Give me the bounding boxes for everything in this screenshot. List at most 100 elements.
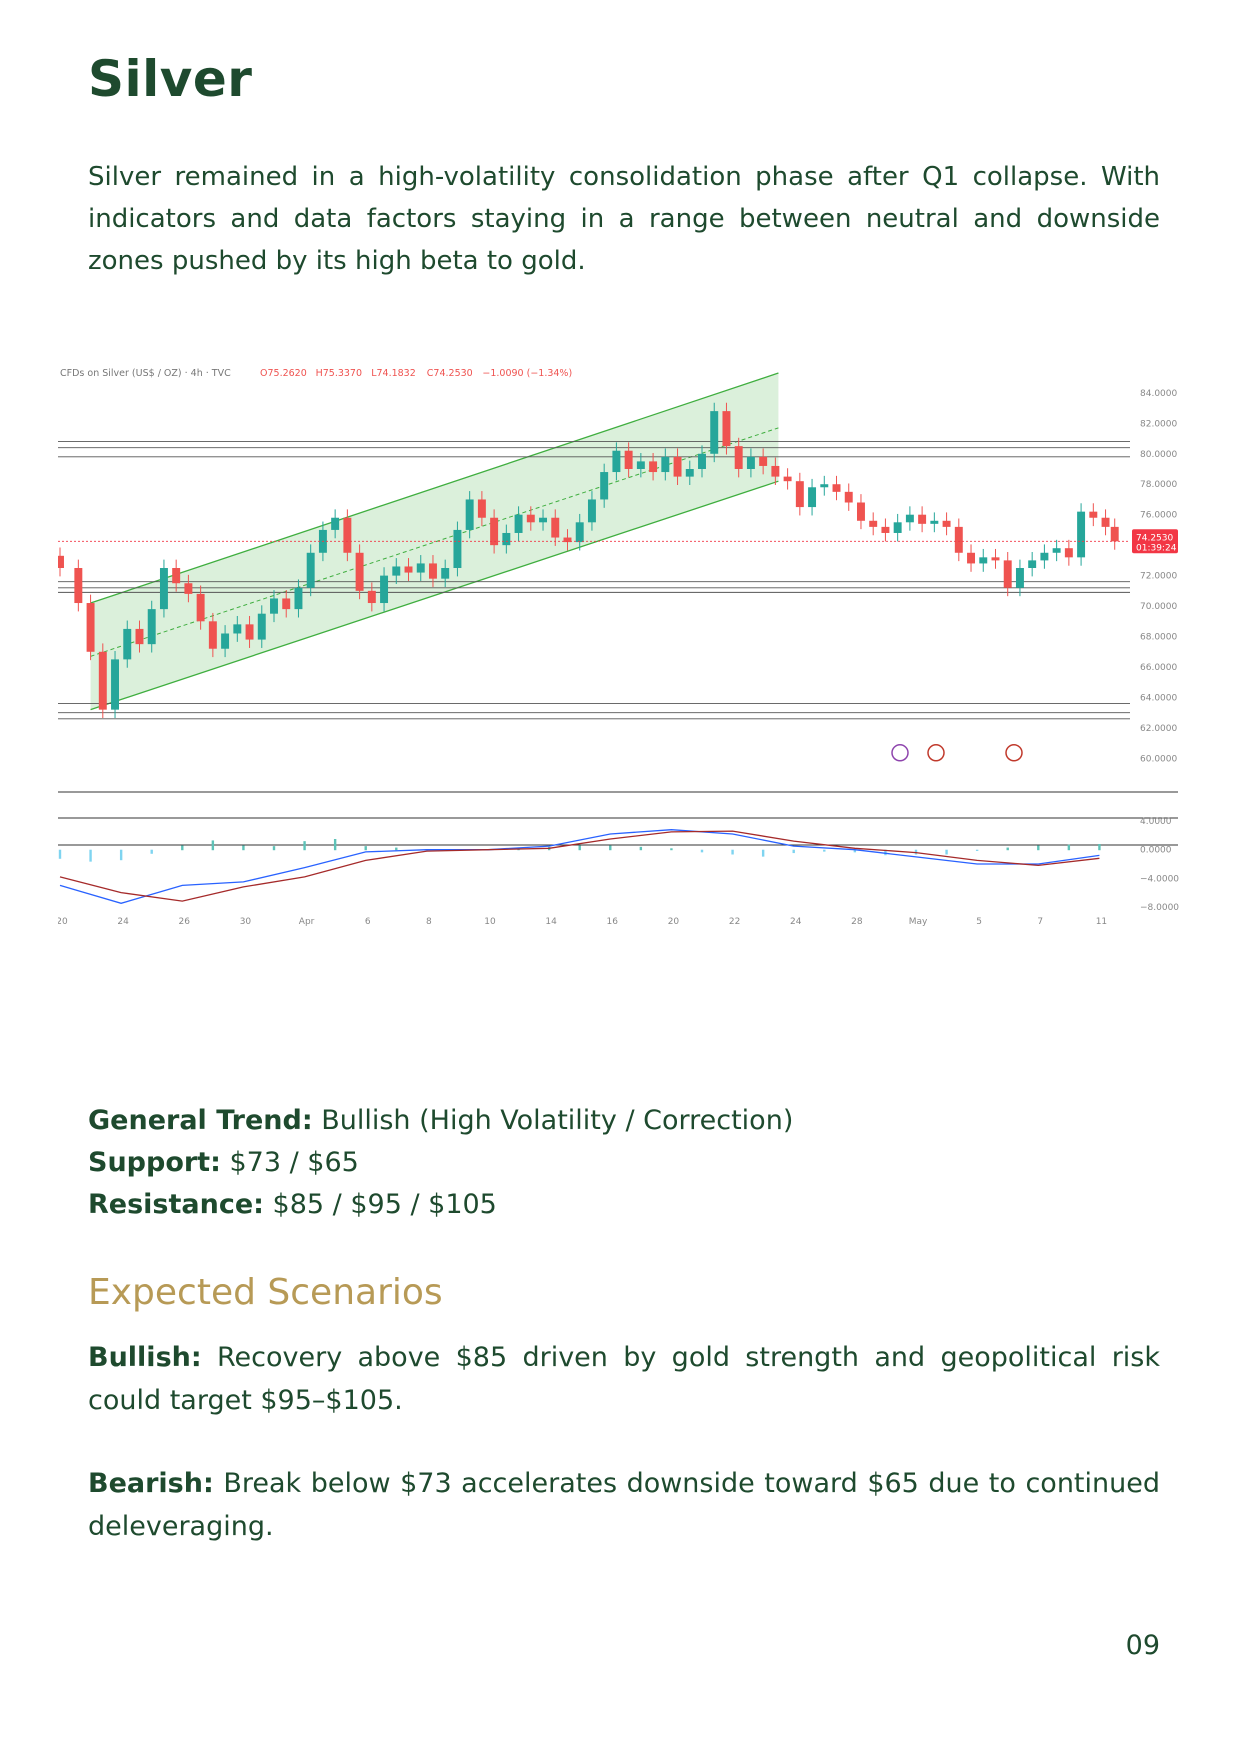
x-axis-label: 11 bbox=[1096, 917, 1107, 927]
candle-body bbox=[795, 481, 804, 508]
x-axis-label: 24 bbox=[790, 917, 802, 927]
event-icon bbox=[891, 744, 909, 762]
candle-body bbox=[367, 590, 376, 604]
macd-histogram-bar bbox=[945, 849, 948, 855]
candle-body bbox=[808, 487, 817, 508]
candle-body bbox=[612, 450, 621, 473]
x-axis-label: 26 bbox=[179, 917, 191, 927]
last-price-label: 74.2530 bbox=[1136, 533, 1173, 543]
candle-body bbox=[184, 583, 193, 594]
macd-histogram-bar bbox=[1037, 845, 1040, 851]
candle-body bbox=[147, 609, 156, 645]
channel-upper-line bbox=[90, 372, 779, 604]
candle-body bbox=[208, 621, 217, 649]
candle-body bbox=[74, 568, 83, 604]
macd-histogram-bar bbox=[823, 849, 826, 852]
x-axis-label: 20 bbox=[668, 917, 680, 927]
chart-header-value: H75.3370 bbox=[316, 368, 362, 379]
candle-body bbox=[270, 598, 278, 614]
candle-body bbox=[624, 450, 633, 469]
macd-histogram-bar bbox=[1067, 844, 1071, 851]
macd-histogram-bar bbox=[364, 846, 367, 851]
candle-body bbox=[1110, 526, 1119, 542]
macd-histogram-bar bbox=[731, 849, 734, 855]
candle-body bbox=[563, 537, 572, 543]
candle-body bbox=[86, 603, 95, 652]
macd-axis-label: 4.0000 bbox=[1140, 817, 1172, 827]
macd-histogram-bar bbox=[89, 849, 92, 862]
candle-body bbox=[942, 520, 951, 527]
chart-header-value: C74.2530 bbox=[427, 368, 473, 379]
candle-body bbox=[1089, 511, 1098, 518]
macd-histogram-bar bbox=[303, 841, 306, 851]
price-axis-label: 76.0000 bbox=[1140, 511, 1177, 521]
candle-body bbox=[979, 557, 988, 564]
candle-body bbox=[416, 563, 425, 573]
candle-body bbox=[453, 529, 462, 568]
candle-body bbox=[526, 514, 535, 523]
candle-body bbox=[514, 514, 523, 533]
candle-body bbox=[587, 499, 596, 523]
x-axis-label: 8 bbox=[426, 917, 432, 927]
candle-body bbox=[991, 557, 1000, 561]
x-axis-label: 5 bbox=[976, 917, 982, 927]
candle-body bbox=[233, 624, 242, 634]
candle-body bbox=[820, 484, 829, 488]
macd-histogram-bar bbox=[242, 845, 245, 851]
macd-histogram-bar bbox=[58, 849, 62, 859]
candle-body bbox=[783, 476, 792, 482]
candle-body bbox=[710, 411, 719, 454]
candle-body bbox=[759, 456, 768, 466]
candle-body bbox=[685, 469, 694, 477]
macd-axis-label: −4.0000 bbox=[1140, 874, 1179, 884]
macd-histogram-bar bbox=[1006, 847, 1009, 851]
x-axis-label: 24 bbox=[117, 917, 129, 927]
candle-body bbox=[465, 499, 474, 530]
candle-body bbox=[257, 613, 266, 640]
candle-body bbox=[502, 532, 511, 546]
candle-body bbox=[746, 456, 755, 469]
candle-body bbox=[539, 517, 548, 523]
countdown-label: 01:39:24 bbox=[1136, 543, 1177, 553]
candle-body bbox=[294, 587, 303, 610]
x-axis-label: 7 bbox=[1037, 917, 1043, 927]
candle-body bbox=[893, 522, 902, 533]
candle-body bbox=[441, 568, 450, 579]
candle-body bbox=[282, 598, 291, 610]
macd-histogram-bar bbox=[975, 849, 979, 851]
support-value: $73 / $65 bbox=[220, 1147, 359, 1178]
candle-body bbox=[1028, 560, 1037, 568]
resistance-row: Resistance: $85 / $95 / $105 bbox=[88, 1184, 793, 1226]
macd-histogram-bar bbox=[150, 849, 153, 854]
price-axis-label: 68.0000 bbox=[1140, 633, 1177, 643]
macd-histogram-bar bbox=[211, 840, 215, 851]
candle-body bbox=[832, 484, 841, 492]
candle-body bbox=[600, 472, 609, 500]
price-axis-label: 62.0000 bbox=[1140, 724, 1177, 734]
chart-header-value: −1.0090 (−1.34%) bbox=[482, 368, 572, 379]
candle-body bbox=[954, 526, 963, 553]
page-number: 09 bbox=[1125, 1630, 1160, 1661]
macd-histogram-bar bbox=[1098, 844, 1101, 851]
bearish-text: Break below $73 accelerates downside tow… bbox=[88, 1468, 1160, 1542]
intro-paragraph: Silver remained in a high-volatility con… bbox=[88, 162, 1160, 276]
candle-body bbox=[575, 522, 584, 543]
x-axis-label: 6 bbox=[365, 917, 371, 927]
support-label: Support: bbox=[88, 1147, 221, 1178]
macd-histogram-bar bbox=[700, 849, 704, 853]
x-axis-label: Apr bbox=[299, 917, 315, 927]
macd-signal-line bbox=[59, 830, 1100, 902]
candle-body bbox=[490, 517, 499, 546]
x-axis-label: 10 bbox=[484, 917, 496, 927]
channel-lower-line bbox=[90, 480, 779, 711]
price-axis-label: 82.0000 bbox=[1140, 419, 1177, 429]
candle-body bbox=[56, 555, 64, 568]
candle-body bbox=[196, 593, 205, 622]
bearish-label: Bearish: bbox=[88, 1468, 214, 1499]
candle-body bbox=[1015, 568, 1024, 588]
candle-body bbox=[1052, 548, 1061, 553]
candle-body bbox=[1064, 548, 1073, 558]
trend-label: General Trend: bbox=[88, 1105, 313, 1136]
macd-histogram-bar bbox=[609, 845, 612, 851]
macd-histogram-bar bbox=[792, 849, 795, 854]
